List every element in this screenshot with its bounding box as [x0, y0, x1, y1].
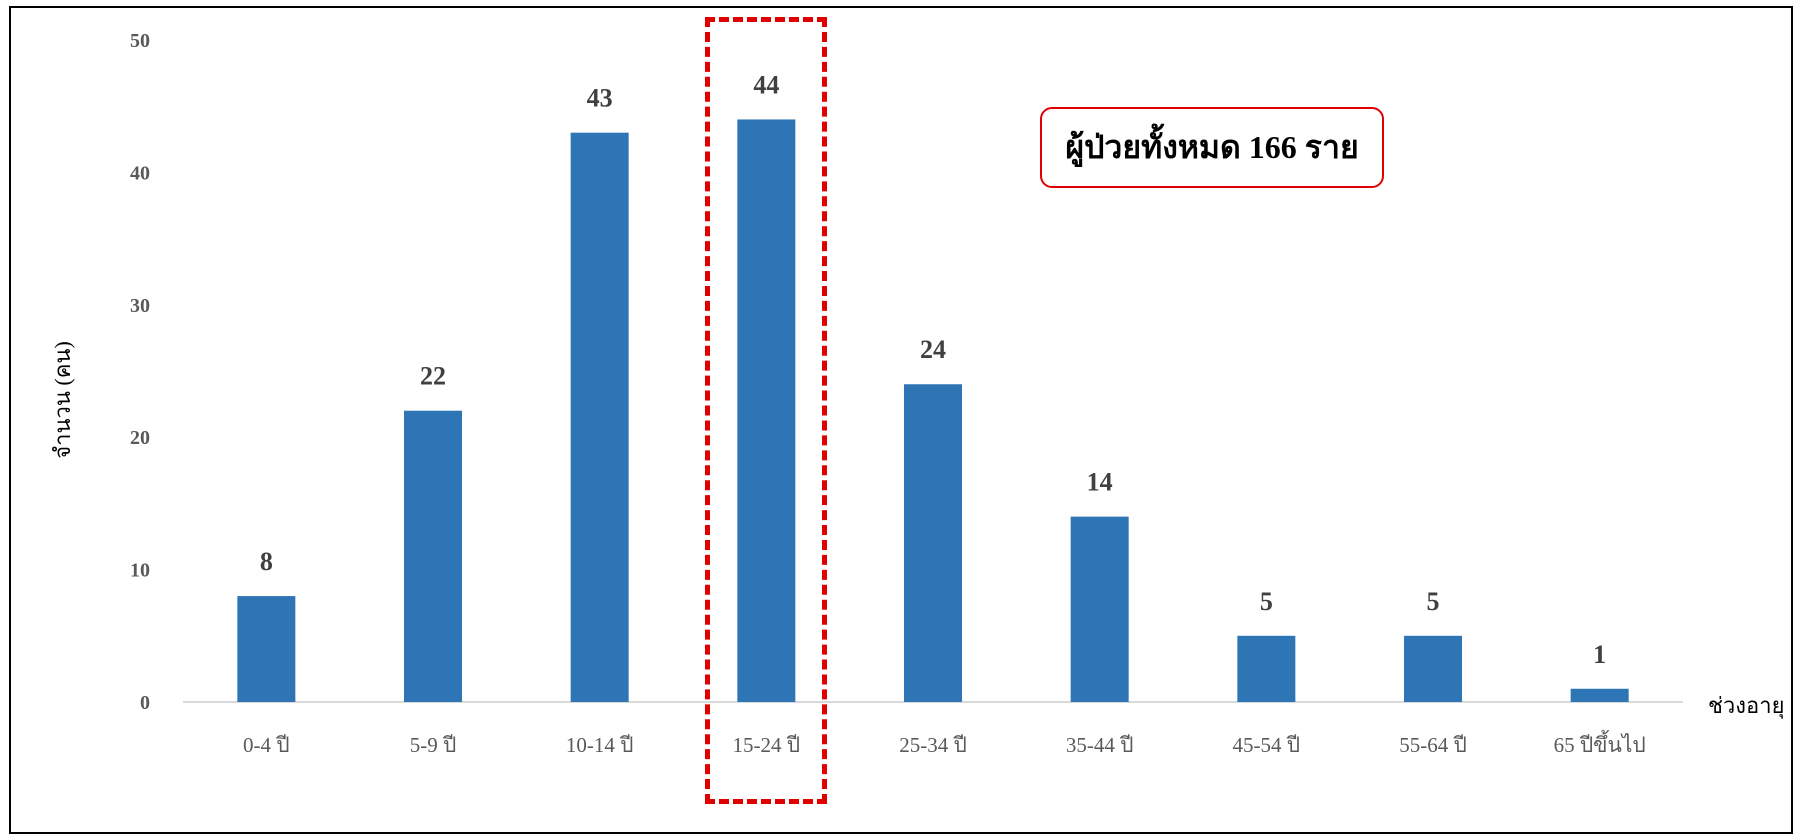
bar: [1404, 635, 1462, 702]
data-label: 44: [753, 70, 779, 99]
data-label: 1: [1593, 640, 1606, 669]
bar: [570, 132, 629, 702]
data-label: 8: [260, 547, 273, 576]
y-tick-label: 10: [130, 560, 150, 582]
x-tick-label: 35-44 ปี: [1066, 733, 1134, 757]
x-axis-ticks: 0-4 ปี 5-9 ปี 10-14 ปี 15-24 ปี 25-34 ปี 35-4…: [243, 730, 1646, 757]
x-tick-label: 0-4 ปี: [243, 733, 290, 757]
data-labels: 8 22 43 44 24 14 5 5 1: [260, 70, 1606, 668]
bar: [237, 596, 296, 702]
bar: [404, 410, 462, 702]
data-label: 43: [587, 84, 613, 113]
bar: [1237, 635, 1296, 702]
bar: [1570, 688, 1629, 702]
x-axis-title: ช่วงอายุ: [1708, 693, 1784, 719]
y-tick-label: 40: [130, 162, 150, 184]
data-label: 22: [420, 362, 446, 391]
total-patients-callout: ผู้ป่วยทั้งหมด 166 ราย: [1040, 107, 1384, 188]
data-label: 5: [1427, 587, 1440, 616]
y-axis-ticks: 0 10 20 30 40 50: [130, 30, 150, 714]
x-tick-label: 15-24 ปี: [733, 733, 801, 757]
bars: [237, 119, 1629, 702]
y-tick-label: 30: [130, 295, 150, 317]
x-tick-label: 65 ปีขึ้นไป: [1554, 730, 1646, 757]
highlight-dashed-box: [705, 17, 828, 804]
x-tick-label: 25-34 ปี: [899, 733, 967, 757]
bar: [737, 119, 796, 702]
data-label: 24: [920, 335, 946, 364]
x-tick-label: 5-9 ปี: [410, 733, 457, 757]
data-label: 14: [1087, 468, 1113, 497]
bar: [904, 384, 962, 702]
y-tick-label: 0: [140, 692, 150, 714]
y-tick-label: 20: [130, 427, 150, 449]
total-patients-text: ผู้ป่วยทั้งหมด 166 ราย: [1065, 129, 1359, 165]
x-tick-label: 10-14 ปี: [566, 733, 634, 757]
y-axis-title: จำนวน (คน): [50, 341, 75, 459]
x-tick-label: 55-64 ปี: [1399, 733, 1467, 757]
y-tick-label: 50: [130, 30, 150, 52]
data-label: 5: [1260, 587, 1273, 616]
bar: [1070, 516, 1129, 702]
chart-frame: [9, 6, 1793, 834]
x-tick-label: 45-54 ปี: [1233, 733, 1301, 757]
